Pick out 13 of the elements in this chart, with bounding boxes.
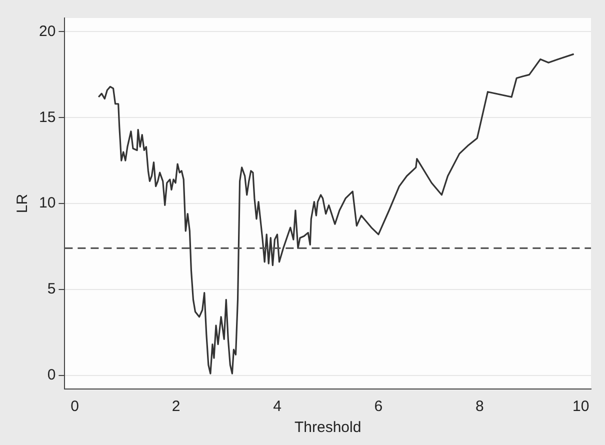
y-tick-label: 0 xyxy=(47,366,56,384)
x-tick-label: 6 xyxy=(374,398,383,416)
x-axis-title: Threshold xyxy=(294,419,362,436)
y-tick-label: 15 xyxy=(38,108,56,126)
x-tick-label: 10 xyxy=(572,398,590,416)
y-tick-label: 10 xyxy=(38,194,56,212)
x-tick-label: 2 xyxy=(172,398,180,416)
y-tick-label: 5 xyxy=(47,280,56,298)
x-tick-label: 8 xyxy=(475,398,484,416)
y-tick-label: 20 xyxy=(38,22,56,40)
x-tick-label: 0 xyxy=(70,398,79,416)
x-tick-label: 4 xyxy=(273,398,282,416)
y-axis-title: LR xyxy=(14,194,32,214)
